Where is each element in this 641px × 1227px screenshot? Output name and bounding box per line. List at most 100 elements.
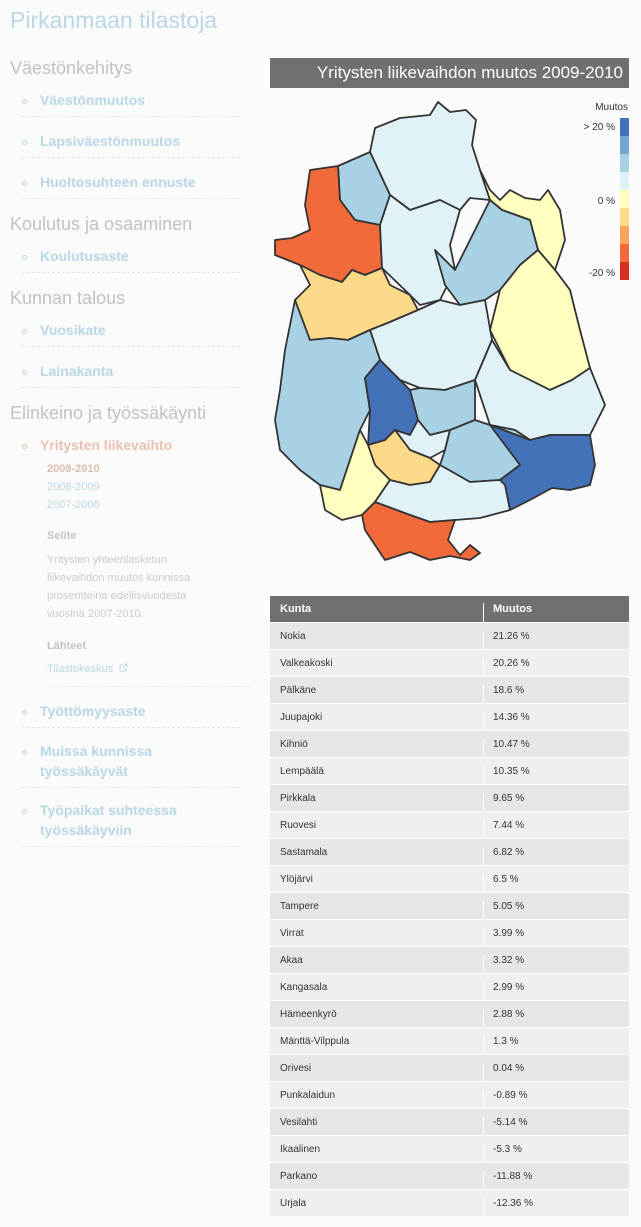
cell-muutos: 20.26 % xyxy=(493,658,530,669)
legend-swatch xyxy=(620,208,629,226)
legend-swatch xyxy=(620,190,629,208)
sources-heading: Lähteet xyxy=(47,640,87,652)
header-muutos[interactable]: Muutos xyxy=(493,603,533,615)
table-row: Mänttä-Vilppula 1.3 % xyxy=(270,1027,629,1054)
nav-tyottomyysaste[interactable]: Työttömyysaste xyxy=(22,701,240,728)
cell-kunta: Tampere xyxy=(280,901,319,912)
bullet-icon xyxy=(22,444,27,449)
legend-swatch xyxy=(620,118,629,136)
bullet-icon xyxy=(22,255,27,260)
section-vaestonkehitys: Väestönkehitys xyxy=(10,58,133,78)
data-table: Kunta Muutos Nokia 21.26 % Valkeakoski 20.2… xyxy=(270,596,629,1216)
cell-kunta: Urjala xyxy=(280,1198,307,1209)
nav-koulutusaste[interactable]: Koulutusaste xyxy=(22,246,240,273)
cell-muutos: 5.05 % xyxy=(493,901,525,912)
bullet-icon xyxy=(22,809,27,814)
cell-muutos: 2.88 % xyxy=(493,1009,525,1020)
map-legend: Muutos > 20 % 0 % -20 % xyxy=(584,102,629,280)
description-text: Yritysten yhteenlasketun liikevaihdon mu… xyxy=(47,554,191,620)
nav-yritysten-liikevaihto[interactable]: Yritysten liikevaihto xyxy=(22,435,240,455)
cell-kunta: Kihniö xyxy=(280,739,308,750)
period-2009-2010[interactable]: 2009-2010 xyxy=(47,463,100,475)
header-kunta[interactable]: Kunta xyxy=(280,603,312,615)
cell-kunta: Virrat xyxy=(280,928,304,939)
nav-lapsivaestonmuutos[interactable]: Lapsiväestönmuutos xyxy=(22,131,240,158)
cell-muutos: 10.35 % xyxy=(493,766,530,777)
legend-label-low: -20 % xyxy=(589,268,615,279)
legend-swatch xyxy=(620,136,629,154)
period-2008-2009[interactable]: 2008-2009 xyxy=(47,481,100,493)
nav-vuosikate[interactable]: Vuosikate xyxy=(22,320,240,347)
cell-kunta: Akaa xyxy=(280,955,303,966)
cell-kunta: Lempäälä xyxy=(280,766,324,777)
cell-muutos: -5.14 % xyxy=(493,1117,528,1128)
cell-muutos: 1.3 % xyxy=(493,1036,519,1047)
table-row: Punkalaidun -0.89 % xyxy=(270,1081,629,1108)
table-row: Parkano -11.88 % xyxy=(270,1162,629,1189)
nav-vaestonmuutos[interactable]: Väestönmuutos xyxy=(22,90,240,117)
cell-kunta: Valkeakoski xyxy=(280,658,333,669)
table-row: Akaa 3.32 % xyxy=(270,946,629,973)
cell-muutos: 0.04 % xyxy=(493,1063,525,1074)
table-body: Nokia 21.26 % Valkeakoski 20.26 % Pälkäne 18.… xyxy=(270,622,629,1216)
cell-kunta: Punkalaidun xyxy=(280,1090,336,1101)
map-region-ruovesi[interactable] xyxy=(379,194,461,306)
cell-kunta: Kangasala xyxy=(280,982,328,993)
cell-kunta: Ylöjärvi xyxy=(280,874,313,885)
cell-muutos: 3.99 % xyxy=(493,928,525,939)
map-region-akaa[interactable] xyxy=(361,501,481,561)
bullet-icon xyxy=(22,370,27,375)
external-link-icon xyxy=(119,663,128,672)
cell-kunta: Hämeenkyrö xyxy=(280,1009,337,1020)
cell-kunta: Parkano xyxy=(280,1171,318,1182)
map-region-sastamala[interactable] xyxy=(319,429,391,521)
cell-kunta: Ruovesi xyxy=(280,820,317,831)
period-2007-2008[interactable]: 2007-2008 xyxy=(47,499,100,511)
cell-muutos: 9.65 % xyxy=(493,793,525,804)
cell-muutos: 3.32 % xyxy=(493,955,525,966)
site-title[interactable]: Pirkanmaan tilastoja xyxy=(10,7,218,33)
cell-kunta: Pälkäne xyxy=(280,685,317,696)
choropleth-map: Muutos > 20 % 0 % -20 % xyxy=(274,101,629,561)
table-header: Kunta Muutos xyxy=(270,596,629,622)
source-link[interactable]: Tilastokeskus xyxy=(47,663,128,675)
nav-huoltosuhteen-ennuste[interactable]: Huoltosuhteen ennuste xyxy=(22,172,240,199)
cell-muutos: 10.47 % xyxy=(493,739,530,750)
table-row: Valkeakoski 20.26 % xyxy=(270,649,629,676)
legend-swatch xyxy=(620,154,629,172)
table-row: Kihniö 10.47 % xyxy=(270,730,629,757)
nav-lainakanta[interactable]: Lainakanta xyxy=(22,361,240,388)
cell-muutos: -0.89 % xyxy=(493,1090,528,1101)
bullet-icon xyxy=(22,140,27,145)
cell-muutos: 7.44 % xyxy=(493,820,525,831)
nav-muissa-kunnissa[interactable]: Muissa kunnissa työssäkäyvät xyxy=(22,741,240,788)
cell-muutos: -5.3 % xyxy=(493,1144,522,1155)
legend-swatch xyxy=(620,226,629,244)
cell-kunta: Vesilahti xyxy=(280,1117,318,1128)
cell-kunta: Juupajoki xyxy=(280,712,323,723)
table-row: Virrat 3.99 % xyxy=(270,919,629,946)
bullet-icon xyxy=(22,181,27,186)
cell-muutos: -12.36 % xyxy=(493,1198,534,1209)
table-row: Ylöjärvi 6.5 % xyxy=(270,865,629,892)
nav-tyopaikat[interactable]: Työpaikat suhteessa työssäkäyviin xyxy=(22,800,240,847)
description-heading: Selite xyxy=(47,530,77,542)
legend-swatch xyxy=(620,172,629,190)
cell-muutos: 6.82 % xyxy=(493,847,525,858)
table-row: Ruovesi 7.44 % xyxy=(270,811,629,838)
cell-kunta: Mänttä-Vilppula xyxy=(280,1036,350,1047)
cell-muutos: 14.36 % xyxy=(493,712,530,723)
bullet-icon xyxy=(22,750,27,755)
legend-swatch xyxy=(620,262,629,280)
table-row: Sastamala 6.82 % xyxy=(270,838,629,865)
section-kunnan-talous: Kunnan talous xyxy=(10,288,126,308)
table-row: Lempäälä 10.35 % xyxy=(270,757,629,784)
legend-label-high: > 20 % xyxy=(584,122,616,133)
table-row: Pirkkala 9.65 % xyxy=(270,784,629,811)
bullet-icon xyxy=(22,329,27,334)
section-koulutus: Koulutus ja osaaminen xyxy=(10,214,193,234)
table-row: Kangasala 2.99 % xyxy=(270,973,629,1000)
cell-kunta: Ikaalinen xyxy=(280,1144,321,1155)
cell-muutos: 2.99 % xyxy=(493,982,525,993)
bullet-icon xyxy=(22,710,27,715)
